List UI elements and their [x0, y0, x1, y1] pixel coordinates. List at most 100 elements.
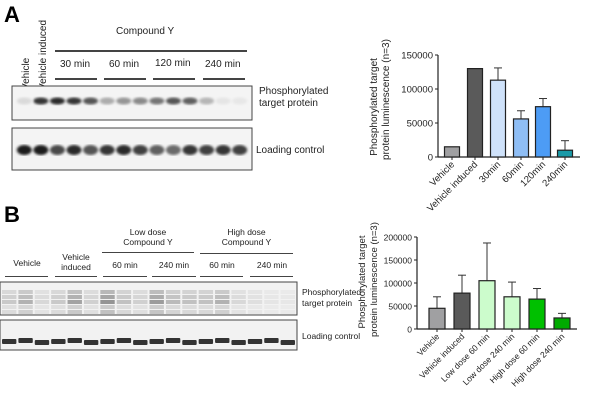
blot-band [83, 145, 99, 155]
blot-band [280, 310, 295, 314]
group-bracket [200, 253, 293, 254]
blot-band [51, 310, 66, 314]
blot-band [133, 300, 148, 304]
blot-band [247, 305, 263, 309]
blot-band [182, 290, 197, 294]
blot-band [247, 339, 263, 344]
blot-label-phospho-line1: Phosphorylated [302, 287, 362, 297]
phospho-blot-a-frame [11, 85, 253, 121]
blot-band [49, 97, 65, 105]
bar-low-dose-240-min [503, 296, 521, 330]
loading-blot-a-bands [16, 145, 248, 155]
time-label: 60 min [209, 260, 235, 270]
time-label: 240 min [256, 260, 288, 270]
blot-band [264, 305, 279, 309]
blot-band [34, 340, 50, 345]
y-tick-label: 150000 [401, 51, 433, 62]
group-label-high-dose: High dose Compound Y [200, 227, 293, 247]
blot-band [165, 310, 181, 314]
group-label-compound-y: Compound Y [116, 26, 175, 37]
lane-label-vehicle: Vehicle [13, 258, 41, 268]
blot-band [165, 290, 181, 294]
blot-band [51, 295, 66, 299]
blot-band [34, 295, 50, 299]
lane-bracket [152, 276, 196, 277]
panel-a-letter: A [4, 2, 20, 27]
blot-band [67, 295, 82, 299]
blot-band [49, 145, 65, 155]
time-label: 240 min [205, 59, 241, 70]
time-bracket [55, 78, 97, 80]
blot-band [231, 295, 246, 299]
blot-band [133, 290, 148, 294]
blot-label-phospho-line1: Phosphorylated [259, 86, 329, 97]
blot-band [100, 310, 115, 314]
label-line: Vehicle [62, 252, 90, 262]
y-tick-label: 100000 [401, 85, 433, 96]
blot-band [132, 145, 148, 155]
label-line: Low dose [129, 227, 167, 237]
time-bracket [104, 78, 146, 80]
bar-high-dose-60-min [528, 298, 546, 330]
blot-band [16, 145, 32, 155]
blot-band [199, 145, 215, 155]
blot-band [116, 338, 132, 343]
group-bracket [55, 50, 247, 52]
lane-bracket [200, 276, 243, 277]
bar-vehicle [443, 146, 461, 158]
bar-high-dose-240-min [553, 317, 571, 330]
blot-band [182, 310, 197, 314]
blot-band [264, 295, 279, 299]
blot-band [247, 310, 263, 314]
lane-label-vehicle-induced: Vehicle induced [54, 252, 98, 272]
blot-band [215, 305, 230, 309]
blot-band [198, 290, 214, 294]
blot-band [149, 305, 164, 309]
blot-band [18, 338, 33, 343]
blot-band [116, 300, 132, 304]
blot-band [198, 300, 214, 304]
time-bracket [153, 78, 195, 80]
blot-band [100, 300, 115, 304]
blot-band [83, 290, 99, 294]
blot-band [99, 145, 115, 155]
blot-band [34, 300, 50, 304]
blot-band [199, 97, 215, 105]
blot-band [182, 305, 197, 309]
bar-vehicle-induced [466, 67, 484, 158]
blot-band [280, 340, 295, 345]
blot-band [34, 310, 50, 314]
bar-30min [489, 79, 507, 158]
bar-120min [534, 106, 552, 158]
blot-band [215, 290, 230, 294]
blot-band [100, 290, 115, 294]
x-tick-label: 30min [477, 159, 503, 185]
blot-band [247, 295, 263, 299]
blot-band [198, 310, 214, 314]
blot-band [165, 305, 181, 309]
blot-band [215, 310, 230, 314]
blot-band [18, 310, 33, 314]
blot-band [83, 97, 99, 105]
phospho-blot-a-bands [16, 97, 248, 105]
blot-band [231, 300, 246, 304]
label-line: Compound Y [221, 237, 272, 247]
bar-240min [556, 149, 574, 158]
blot-band [116, 310, 132, 314]
label-line: induced [61, 262, 91, 272]
blot-band [215, 300, 230, 304]
blot-band [264, 338, 279, 343]
panel-b-letter: B [4, 202, 20, 227]
blot-band [116, 145, 132, 155]
blot-band [198, 339, 214, 344]
bar-60min [512, 118, 530, 158]
blot-band [198, 305, 214, 309]
bar-vehicle [428, 307, 446, 330]
blot-band [149, 295, 164, 299]
blot-band [100, 339, 115, 344]
blot-band [67, 310, 82, 314]
y-tick-label: 0 [428, 153, 433, 164]
blot-band [100, 305, 115, 309]
y-tick-label: 100000 [384, 279, 413, 289]
